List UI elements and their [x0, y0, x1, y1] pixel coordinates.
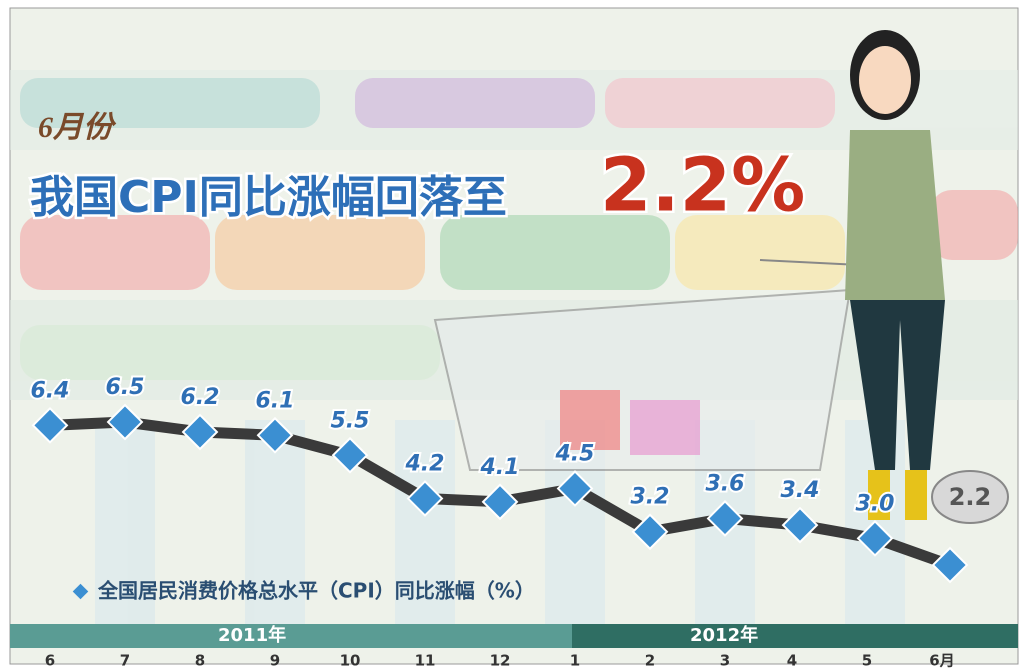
value-label: 6.5	[106, 375, 145, 400]
x-tick-label: 10	[340, 652, 361, 670]
year-label: 2011年	[218, 624, 286, 646]
x-tick-label: 3	[720, 652, 730, 670]
value-label: 4.5	[555, 442, 595, 467]
value-label: 3.0	[856, 491, 895, 516]
value-label: 5.5	[331, 408, 370, 433]
value-label: 6.2	[181, 385, 220, 410]
x-tick-label: 2	[645, 652, 655, 670]
x-tick-label: 8	[195, 652, 205, 670]
year-label: 2012年	[690, 624, 758, 646]
x-tick-label: 5	[862, 652, 872, 670]
year-band	[10, 624, 572, 648]
value-label: 4.2	[405, 451, 445, 476]
x-tick-label: 11	[415, 652, 436, 670]
x-tick-label: 4	[787, 652, 797, 670]
chart: 6月份 我国CPI同比涨幅回落至 2.2% 2011年 2012年 全国居民消费…	[0, 0, 1028, 672]
x-tick-label: 12	[490, 652, 511, 670]
value-label: 6.1	[256, 388, 295, 413]
x-tick-label: 9	[270, 652, 280, 670]
x-tick-label: 6	[45, 652, 55, 670]
value-label: 2.2	[949, 483, 992, 511]
value-label: 4.1	[480, 455, 520, 480]
x-tick-label: 1	[570, 652, 580, 670]
year-band	[572, 624, 1018, 648]
subtitle: 6月份	[38, 111, 117, 144]
title: 我国CPI同比涨幅回落至	[30, 172, 507, 223]
value-label: 6.4	[31, 378, 70, 403]
value-label: 3.4	[781, 478, 820, 503]
value-label: 3.6	[706, 471, 745, 496]
headline: 2.2%	[600, 143, 805, 229]
legend-label: 全国居民消费价格总水平（CPI）同比涨幅（%）	[97, 579, 535, 603]
x-tick-label: 6月	[929, 652, 954, 670]
value-label: 3.2	[631, 485, 670, 510]
x-tick-label: 7	[120, 652, 130, 670]
